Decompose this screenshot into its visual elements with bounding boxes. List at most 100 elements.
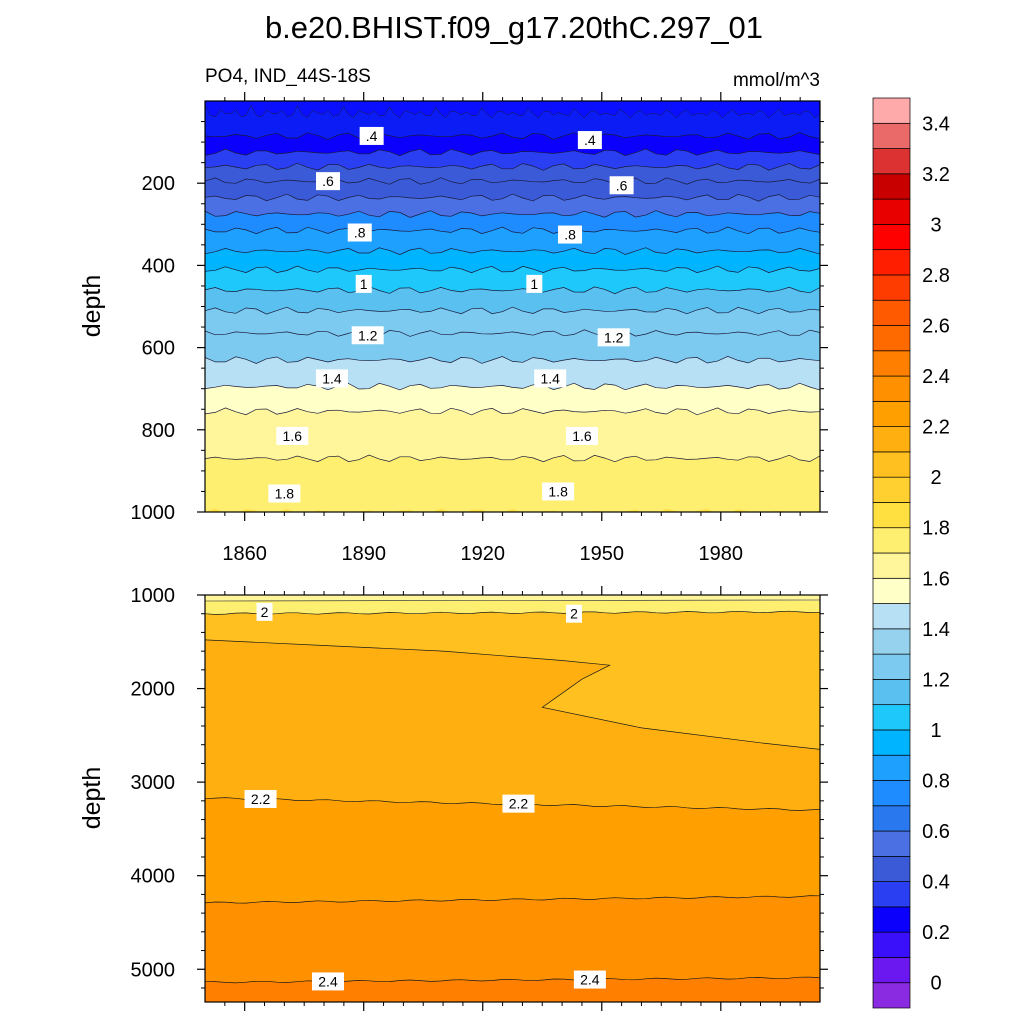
lower-contour-2.1 <box>205 639 820 750</box>
lower-contour-label: 2.2 <box>509 796 529 812</box>
colorbar-label: 1.8 <box>922 518 950 540</box>
colorbar-box <box>872 224 911 251</box>
upper-contour-1.5 <box>205 356 820 364</box>
upper-label-bg <box>577 131 602 150</box>
lower-label-bg <box>573 970 606 989</box>
colorbar-box <box>872 274 911 301</box>
upper-contour-0.4 <box>205 148 820 157</box>
lower-contour-label: 2 <box>261 604 269 620</box>
lower-ytick-label: 5000 <box>131 959 176 981</box>
upper-ytick-label: 800 <box>142 420 175 442</box>
colorbar-label: 2.8 <box>922 265 950 287</box>
colorbar-box <box>872 122 911 149</box>
upper-contour-label: .8 <box>564 227 576 243</box>
xtick-label: 1920 <box>460 543 505 565</box>
upper-contour-0.8 <box>205 210 820 218</box>
colorbar-box <box>872 982 911 1009</box>
colorbar-box <box>872 754 911 781</box>
colorbar-label: 3 <box>930 214 941 236</box>
upper-contour-label: 1.4 <box>322 370 342 386</box>
colorbar-box <box>872 426 911 453</box>
colorbar-box <box>872 375 911 402</box>
colorbar-box <box>872 148 911 175</box>
upper-contour-label: .6 <box>322 173 334 189</box>
upper-panel: .4 .4 .6 .6 .8 .8 1 1 1.2 1.2 1.4 1.4 1.6 1.6 1.8 1.8 20… <box>131 92 828 565</box>
lower-ytick-label: 1000 <box>131 585 176 607</box>
colorbar-box <box>872 299 911 326</box>
colorbar-box <box>872 805 911 832</box>
upper-contour-label: 1.2 <box>604 329 624 345</box>
upper-contour-label: 1 <box>360 276 368 292</box>
colorbar-label: 2.4 <box>922 366 950 388</box>
upper-contour-0.9 <box>205 226 820 235</box>
colorbar-box <box>872 451 911 478</box>
colorbar-box <box>872 780 911 807</box>
colorbar-label: 0 <box>930 973 941 995</box>
colorbar-label: 1.2 <box>922 669 950 691</box>
upper-label-bg <box>609 176 634 195</box>
lower-label-bg <box>256 602 273 621</box>
right-subtitle: mmol/m^3 <box>733 70 820 91</box>
upper-label-bg <box>565 426 598 445</box>
upper-contour-label: 1.6 <box>572 428 592 444</box>
colorbar-box <box>872 97 911 124</box>
lower-label-bg <box>566 604 582 623</box>
upper-contour-label: .6 <box>616 177 628 193</box>
colorbar-box <box>872 628 911 655</box>
colorbar-label: 3.2 <box>922 164 950 186</box>
upper-contour-label: .4 <box>584 132 596 148</box>
upper-contour-1 <box>205 247 820 255</box>
lower-label-bg <box>312 972 344 991</box>
upper-contour-1.2 <box>205 286 820 295</box>
upper-label-bg <box>558 225 583 244</box>
upper-contour-label: 1.6 <box>283 428 303 444</box>
upper-contour-1.3 <box>205 306 820 315</box>
upper-label-bg <box>351 326 384 345</box>
lower-label-bg <box>244 789 277 808</box>
colorbar-box <box>872 729 911 756</box>
lower-ytick-label: 4000 <box>131 866 176 888</box>
upper-label-bg <box>316 172 340 191</box>
colorbar-box <box>872 704 911 731</box>
colorbar-label: 2 <box>930 467 941 489</box>
upper-ylabel: depth <box>78 275 106 338</box>
upper-contour-label: .4 <box>366 128 378 144</box>
upper-label-bg <box>355 274 372 293</box>
upper-contour-0.5 <box>205 162 820 171</box>
colorbar-label: 0.6 <box>922 821 950 843</box>
colorbar-box <box>872 173 911 200</box>
chart-title: b.e20.BHIST.f09_g17.20thC.297_01 <box>265 10 763 45</box>
colorbar-label: 1.4 <box>922 619 950 641</box>
upper-label-bg <box>315 369 348 388</box>
upper-band-1.9 <box>205 508 820 512</box>
upper-contour-label: 1.8 <box>548 483 568 499</box>
lower-contour-2.4 <box>205 976 820 984</box>
upper-label-bg <box>534 369 567 388</box>
lower-label-bg <box>502 794 535 813</box>
lower-contour-label: 2.4 <box>318 973 338 989</box>
lower-contour-1.9 <box>205 599 820 602</box>
lower-band-2.3 <box>205 895 820 1002</box>
colorbar-box <box>872 577 911 604</box>
colorbar-box <box>872 830 911 857</box>
upper-contour-label: .8 <box>354 225 366 241</box>
colorbar-box <box>872 198 911 225</box>
upper-label-bg <box>597 328 630 347</box>
lower-contour-label: 2.2 <box>251 791 271 807</box>
upper-label-bg <box>268 484 301 503</box>
colorbar-box <box>872 400 911 427</box>
colorbar-box <box>872 855 911 882</box>
colorbar-box <box>872 249 911 276</box>
upper-ytick-label: 600 <box>142 338 175 360</box>
colorbar-box <box>872 906 911 933</box>
colorbar-label: 3.4 <box>922 113 950 135</box>
lower-band-2.4 <box>205 977 820 1002</box>
lower-contour-2.3 <box>205 895 820 904</box>
colorbar-label: 1.6 <box>922 568 950 590</box>
upper-label-bg <box>276 426 309 445</box>
upper-ytick-label: 1000 <box>131 502 176 524</box>
colorbar-box <box>872 679 911 706</box>
colorbar-box <box>872 502 911 529</box>
upper-surface-layer <box>205 101 820 119</box>
colorbar-label: 0.8 <box>922 771 950 793</box>
